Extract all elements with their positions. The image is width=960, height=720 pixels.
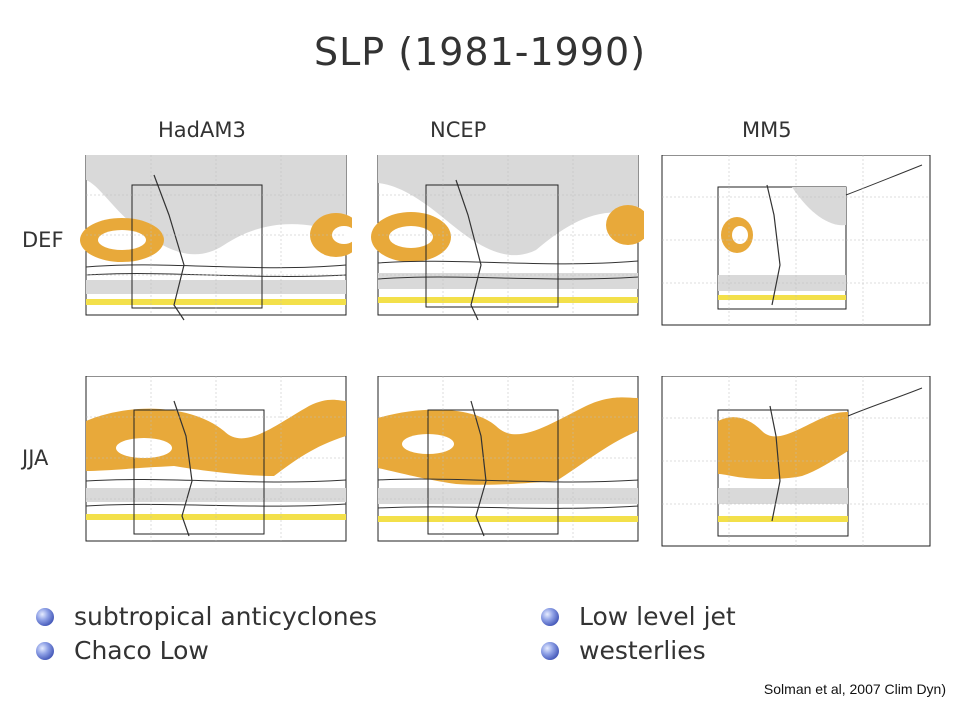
map-ncep-def (366, 155, 644, 328)
bullet-icon (36, 642, 54, 660)
slide-title: SLP (1981-1990) (313, 30, 647, 74)
bullet-text: westerlies (579, 636, 706, 665)
bullet-item: Chaco Low (36, 634, 377, 668)
bullet-icon (36, 608, 54, 626)
column-header-ncep: NCEP (430, 118, 487, 142)
map-mm5-def (652, 155, 934, 328)
bullet-text: Chaco Low (74, 636, 209, 665)
row-header-def: DEF (22, 228, 64, 252)
map-hadam3-jja (74, 376, 352, 549)
citation: Solman et al, 2007 Clim Dyn) (763, 681, 946, 697)
column-header-mm5: MM5 (742, 118, 792, 142)
map-hadam3-def (74, 155, 352, 328)
bullet-icon (541, 642, 559, 660)
bullet-item: subtropical anticyclones (36, 600, 377, 634)
bullet-list-right: Low level jet westerlies (541, 600, 736, 668)
bullet-icon (541, 608, 559, 626)
bullet-item: Low level jet (541, 600, 736, 634)
column-header-hadam3: HadAM3 (158, 118, 246, 142)
map-mm5-jja (652, 376, 934, 549)
bullet-text: Low level jet (579, 602, 736, 631)
row-header-jja: JJA (22, 446, 49, 470)
bullet-text: subtropical anticyclones (74, 602, 378, 631)
map-ncep-jja (366, 376, 644, 549)
bullet-item: westerlies (541, 634, 736, 668)
bullet-list-left: subtropical anticyclones Chaco Low (36, 600, 377, 668)
